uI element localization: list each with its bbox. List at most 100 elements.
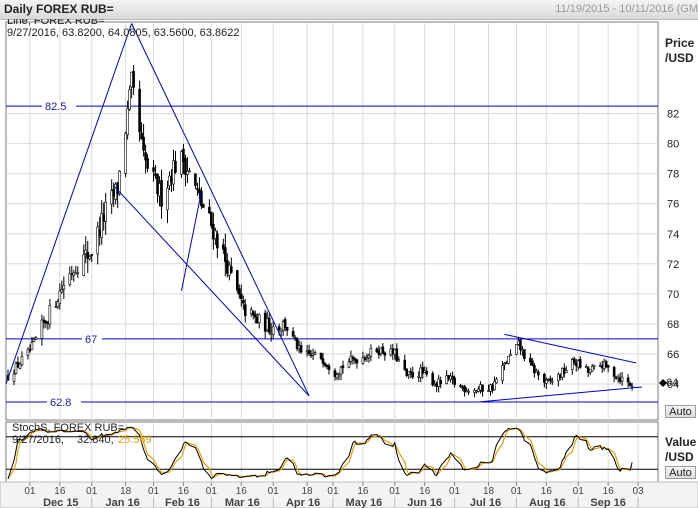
time-axis: 01 16 01 18 01 16 01 16 01 18 01 16 01 16 01 18 01 16 01 16… <box>24 482 644 508</box>
x-month-label: Jun 16 <box>407 497 442 508</box>
x-month-label: Dec 15 <box>43 497 78 508</box>
ohlc-bar-body <box>503 363 506 366</box>
ohlc-bar-body <box>96 226 100 255</box>
trendline[interactable] <box>180 191 202 291</box>
ohlc-bar-body <box>30 342 34 350</box>
ohlc-bar-body <box>104 201 107 222</box>
ohlc-bar-body <box>495 378 498 383</box>
level-label: 62.8 <box>50 397 71 409</box>
ohlc-bar-body <box>166 187 169 211</box>
price-axis-title-2: /USD <box>665 51 694 65</box>
ohlc-bar-body <box>409 371 413 374</box>
ohlc-bar-body <box>132 70 135 88</box>
trendline[interactable] <box>504 333 637 364</box>
x-month-label: Jan 16 <box>106 497 140 508</box>
ohlc-bars <box>6 64 634 398</box>
date-range: 11/19/2015 - 10/11/2016 (GM <box>555 3 698 15</box>
ohlc-bar-body <box>529 357 532 363</box>
ohlc-bar-body <box>543 373 546 383</box>
x-tick-label: 16 <box>541 486 553 497</box>
price-auto-button[interactable]: Auto <box>665 405 696 418</box>
x-tick-label: 18 <box>302 486 314 497</box>
x-tick-label: 18 <box>483 486 495 497</box>
chart-canvas[interactable]: 82.5 67 62.8 64 66 68 70 72 74 76 78 80 82 01 16 01 18… <box>0 19 698 508</box>
ohlc-bar-body <box>257 314 261 324</box>
ohlc-bar-body <box>545 379 548 384</box>
title-bar: Daily FOREX RUB= 11/19/2015 - 10/11/2016… <box>0 0 698 20</box>
ohlc-bar-body <box>630 385 634 388</box>
ohlc-bar-body <box>467 390 470 393</box>
ohlc-bar-body <box>243 304 247 316</box>
ohlc-bar-body <box>395 348 399 361</box>
ohlc-bar-body <box>293 337 297 339</box>
ohlc-bar-body <box>62 285 66 290</box>
y-tick-label: 68 <box>667 319 679 331</box>
ohlc-bar-body <box>604 361 608 367</box>
ohlc-bar-body <box>515 344 518 355</box>
x-month-label: Apr 16 <box>286 497 320 508</box>
ohlc-bar-body <box>88 256 92 260</box>
ohlc-bar-body <box>146 158 149 169</box>
ohlc-bar-body <box>182 148 185 162</box>
ohlc-bar-body <box>626 377 630 383</box>
ohlc-bar-body <box>365 357 369 360</box>
ohlc-bar-body <box>327 365 331 370</box>
ohlc-bar-body <box>551 380 554 383</box>
ohlc-bar-body <box>68 273 72 285</box>
ohlc-bar-body <box>341 365 345 369</box>
stoch-k-line <box>7 426 633 480</box>
trendline[interactable] <box>113 185 310 397</box>
ohlc-bar-body <box>507 356 510 364</box>
x-tick-label: 03 <box>632 486 644 497</box>
x-tick-label: 01 <box>573 486 585 497</box>
ohlc-bar-body <box>230 266 233 273</box>
ohlc-bar-body <box>463 385 466 393</box>
ohlc-bar-body <box>239 293 243 300</box>
ohlc-bar-body <box>253 314 257 318</box>
x-tick-label: 01 <box>268 486 280 497</box>
ohlc-bar-body <box>335 374 339 379</box>
y-tick-label: 70 <box>667 289 679 301</box>
ohlc-bar-body <box>531 360 534 366</box>
ohlc-bar-body <box>34 337 38 340</box>
x-tick-label: 01 <box>389 486 401 497</box>
ohlc-bar-body <box>216 233 219 249</box>
ohlc-bar-body <box>90 254 94 256</box>
ohlc-bar-body <box>291 331 295 337</box>
ohlc-bar-body <box>152 167 155 172</box>
ohlc-bar-body <box>56 301 60 308</box>
ohlc-bar-body <box>160 179 163 207</box>
ohlc-bar-body <box>381 346 385 354</box>
trendline[interactable] <box>478 386 643 403</box>
ohlc-bar-body <box>481 384 484 392</box>
ohlc-bar-body <box>369 348 373 357</box>
level-label: 82.5 <box>45 101 66 113</box>
x-axis-strip <box>0 481 698 508</box>
ohlc-bar-body <box>235 270 239 291</box>
ohlc-bar-body <box>40 319 44 339</box>
x-tick-label: 16 <box>357 486 369 497</box>
ohlc-bar-body <box>439 379 442 385</box>
ohlc-bar-body <box>251 311 255 316</box>
ohlc-bar-body <box>188 170 191 173</box>
ohlc-bar-body <box>628 383 632 386</box>
ohlc-bar-body <box>58 290 62 304</box>
ohlc-bar-body <box>299 345 303 353</box>
trendline[interactable] <box>5 23 133 385</box>
trendline[interactable] <box>131 23 310 397</box>
x-tick-label: 01 <box>148 486 160 497</box>
ohlc-bar-body <box>186 170 189 175</box>
ohlc-bar-body <box>533 365 536 374</box>
ohlc-bar-body <box>339 366 343 375</box>
ohlc-bar-body <box>48 305 52 325</box>
level-label-bg <box>47 395 81 408</box>
ohlc-bar-body <box>383 352 387 356</box>
stoch-auto-button[interactable]: Auto <box>665 466 696 479</box>
ohlc-bar-body <box>584 366 588 369</box>
x-tick-label: 01 <box>511 486 523 497</box>
ohlc-bar-body <box>620 376 624 382</box>
ohlc-bar-body <box>44 321 48 324</box>
current-price-arrow-icon <box>659 379 667 387</box>
ohlc-bar-body <box>224 247 227 262</box>
x-month-label: Jul 16 <box>470 497 501 508</box>
